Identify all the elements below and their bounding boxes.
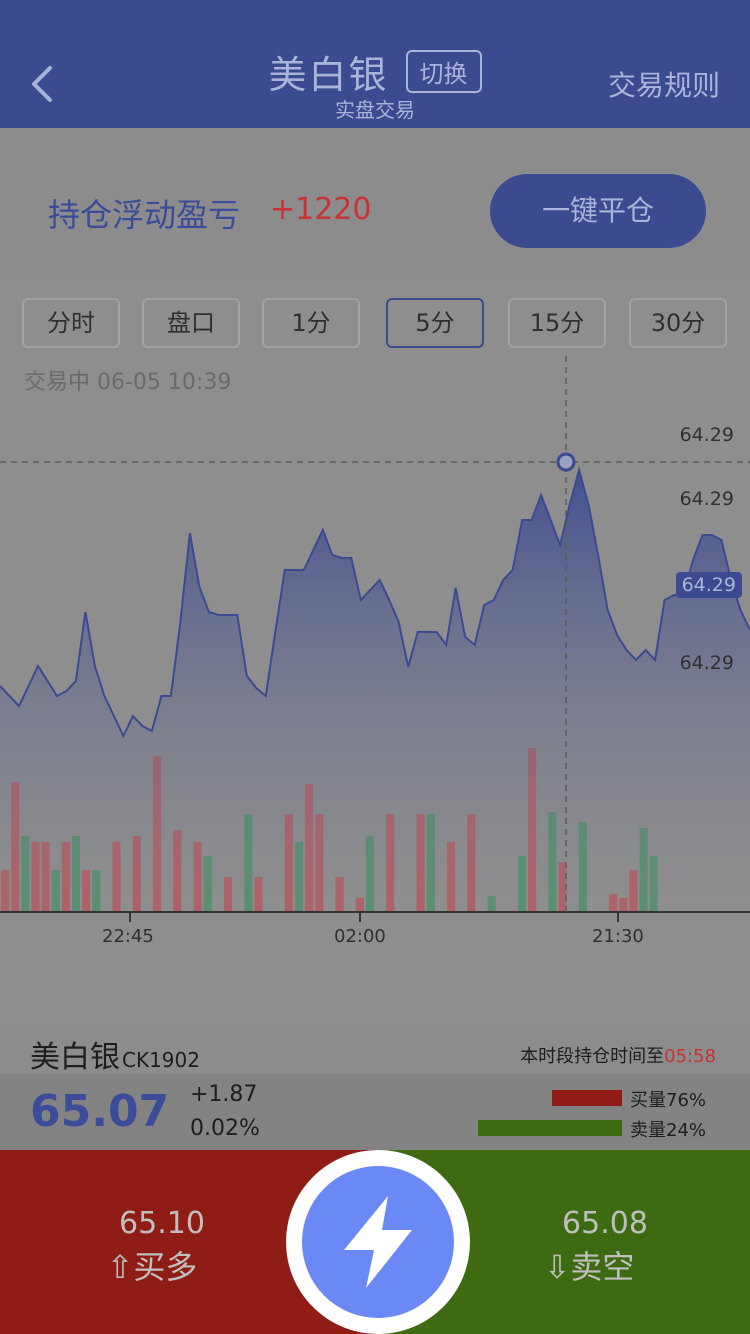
sell-volume-ratio: 卖量24% <box>630 1120 707 1141</box>
sell-price: 65.08 <box>562 1206 648 1241</box>
floating-pnl-label: 持仓浮动盈亏 <box>48 196 241 234</box>
hold-time-label: 本时段持仓时间至 <box>520 1046 665 1067</box>
product-name: 美白银 <box>30 1040 120 1075</box>
product-name-group: 美白银 CK1902 <box>30 1032 200 1076</box>
sell-volume-bar <box>478 1120 622 1136</box>
page-title: 美白银 <box>268 53 389 97</box>
page-subtitle: 实盘交易 <box>335 98 415 122</box>
price-chart[interactable] <box>0 280 750 1024</box>
tab-fenshi[interactable]: 分时 <box>22 298 120 348</box>
time-axis-label: 02:00 <box>334 926 386 947</box>
quote-header: 美白银 CK1902 本时段持仓时间至05:58 <box>0 1024 750 1076</box>
buy-volume-ratio: 买量76% <box>630 1090 707 1111</box>
position-bar: 持仓浮动盈亏 +1220 一键平仓 <box>0 128 750 280</box>
period-tabs: 分时 盘口 1分 5分 15分 30分 <box>22 298 730 350</box>
chart-panel: 分时 盘口 1分 5分 15分 30分 交易中 06-05 10:39 64.2… <box>0 280 750 1024</box>
tab-pankou[interactable]: 盘口 <box>142 298 240 348</box>
price-axis-label: 64.29 <box>679 652 734 674</box>
lightning-icon <box>344 1196 412 1288</box>
switch-button[interactable]: 切换 <box>405 50 482 93</box>
tab-15min[interactable]: 15分 <box>508 298 606 348</box>
flash-trade-button[interactable] <box>286 1150 470 1334</box>
nav-header: 美白银 切换 实盘交易 交易规则 <box>0 0 750 128</box>
price-change: +1.87 <box>190 1082 258 1107</box>
back-button[interactable] <box>24 62 64 106</box>
price-axis-label: 64.29 <box>679 424 734 446</box>
buy-price: 65.10 <box>119 1206 205 1241</box>
flash-trade-inner <box>302 1166 454 1318</box>
buy-volume-bar <box>552 1090 622 1106</box>
crosshair-price-label: 64.29 <box>675 572 742 598</box>
hold-time-info: 本时段持仓时间至05:58 <box>520 1042 716 1068</box>
price-line <box>0 466 750 739</box>
price-change-percent: 0.02% <box>190 1116 260 1141</box>
last-price: 65.07 <box>30 1086 170 1137</box>
chevron-left-icon <box>32 66 52 102</box>
tab-1min[interactable]: 1分 <box>262 298 360 348</box>
title-group: 美白银 切换 <box>0 44 750 99</box>
hold-time-value: 05:58 <box>664 1046 716 1067</box>
time-axis-label: 22:45 <box>102 926 154 947</box>
sell-short-label: ⇩卖空 <box>543 1248 635 1286</box>
tab-5min[interactable]: 5分 <box>386 298 484 348</box>
price-area-fill <box>0 470 750 912</box>
price-axis-label: 64.29 <box>679 488 734 510</box>
trade-rules-link[interactable]: 交易规则 <box>607 69 720 102</box>
product-code: CK1902 <box>122 1048 200 1072</box>
floating-pnl-value: +1220 <box>270 192 372 227</box>
price-summary: 65.07 +1.87 0.02% 买量76% 卖量24% <box>0 1074 750 1150</box>
trading-status: 交易中 06-05 10:39 <box>24 370 232 395</box>
buy-long-label: ⇧买多 <box>106 1248 198 1286</box>
time-axis-label: 21:30 <box>592 926 644 947</box>
tab-30min[interactable]: 30分 <box>629 298 727 348</box>
close-all-button[interactable]: 一键平仓 <box>490 174 706 248</box>
crosshair-point <box>556 452 576 472</box>
